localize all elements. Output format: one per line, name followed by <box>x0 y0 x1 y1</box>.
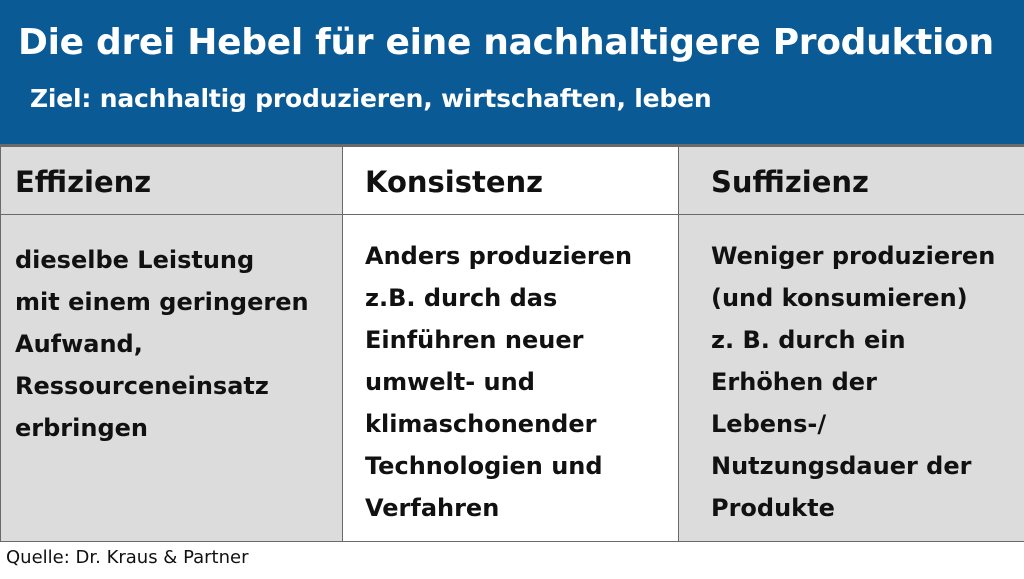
cell-line: Technologien und <box>365 452 603 480</box>
cell-konsistenz: Anders produzieren z.B. durch das Einfüh… <box>342 214 679 542</box>
page-subtitle: Ziel: nachhaltig produzieren, wirtschaft… <box>30 84 712 113</box>
column-heading-label: Effizienz <box>15 165 152 199</box>
cell-line: z. B. durch ein <box>711 326 906 354</box>
table-header-row: Effizienz Konsistenz Suffizienz <box>0 146 1024 215</box>
column-heading-label: Suffizienz <box>711 165 869 199</box>
cell-line: Erhöhen der <box>711 368 877 396</box>
cell-line: umwelt- und <box>365 368 535 396</box>
cell-effizienz: dieselbe Leistung mit einem geringeren A… <box>0 214 343 542</box>
source-note: Quelle: Dr. Kraus & Partner <box>6 547 249 568</box>
levers-table: Effizienz Konsistenz Suffizienz dieselbe… <box>0 146 1024 542</box>
cell-line: Anders produzieren <box>365 242 633 270</box>
column-heading-effizienz: Effizienz <box>0 146 343 215</box>
page-title: Die drei Hebel für eine nachhaltigere Pr… <box>18 22 994 63</box>
column-heading-suffizienz: Suffizienz <box>678 146 1024 215</box>
cell-line: mit einem geringeren <box>15 288 309 316</box>
cell-line: erbringen <box>15 414 148 442</box>
table-body-row: dieselbe Leistung mit einem geringeren A… <box>0 214 1024 542</box>
cell-line: Produkte <box>711 494 835 522</box>
cell-line: Verfahren <box>365 494 500 522</box>
cell-line: Lebens-/ <box>711 410 827 438</box>
title-banner: Die drei Hebel für eine nachhaltigere Pr… <box>0 0 1024 146</box>
cell-line: dieselbe Leistung <box>15 246 255 274</box>
cell-line: Einführen neuer <box>365 326 584 354</box>
cell-line: Ressourceneinsatz <box>15 372 269 400</box>
cell-line: Weniger produzieren <box>711 242 996 270</box>
cell-line: Aufwand, <box>15 330 143 358</box>
cell-suffizienz: Weniger produzieren (und konsumieren) z.… <box>678 214 1024 542</box>
cell-line: (und konsumieren) <box>711 284 968 312</box>
column-heading-konsistenz: Konsistenz <box>342 146 679 215</box>
column-heading-label: Konsistenz <box>365 165 544 199</box>
cell-line: klimaschonender <box>365 410 597 438</box>
cell-line: Nutzungsdauer der <box>711 452 972 480</box>
cell-line: z.B. durch das <box>365 284 558 312</box>
